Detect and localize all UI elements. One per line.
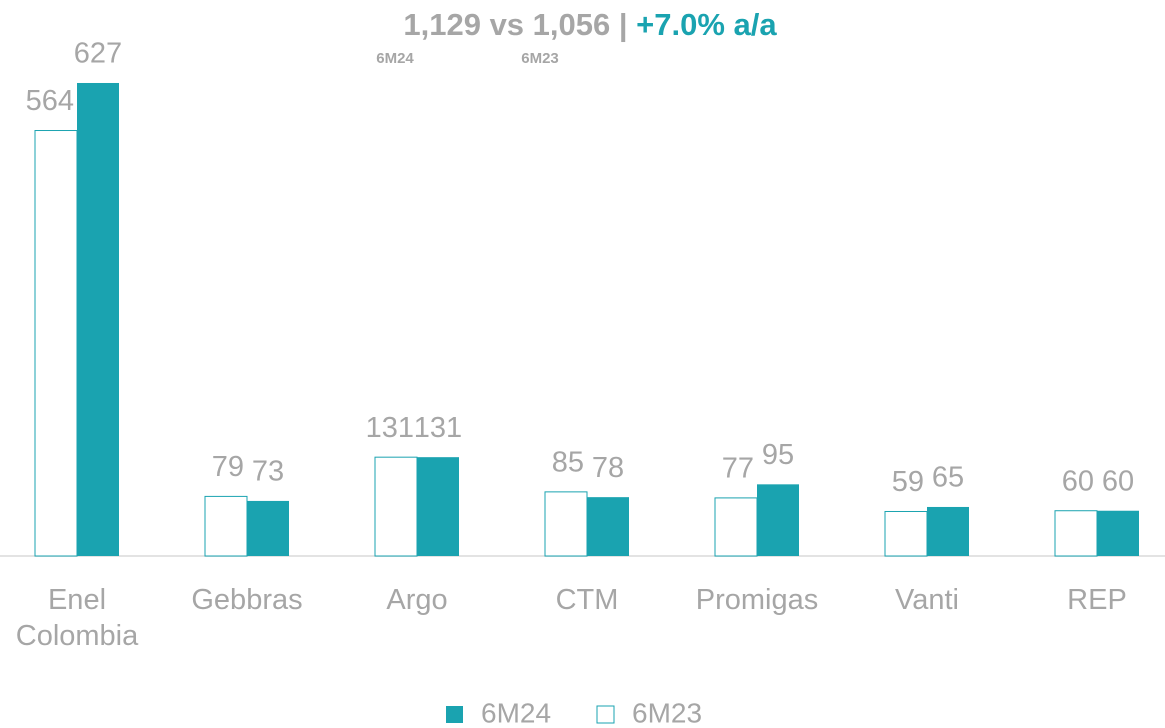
bar	[884, 510, 928, 557]
bar	[77, 82, 119, 556]
data-label: 65	[932, 462, 964, 494]
bar	[417, 457, 459, 556]
data-label: 95	[762, 439, 794, 471]
bar	[1097, 510, 1139, 556]
title-main: 1,129 vs 1,056 |	[403, 7, 627, 42]
data-label: 627	[74, 38, 122, 70]
legend-swatch	[596, 705, 615, 724]
title-sublabel: 6M23	[521, 50, 559, 67]
data-label: 85	[552, 447, 584, 479]
title-highlight: +7.0% a/a	[636, 7, 777, 42]
x-tick-label: REP	[1067, 584, 1127, 616]
x-tick-label: Argo	[386, 584, 448, 616]
bar	[757, 484, 799, 556]
bar	[247, 500, 289, 556]
bar	[544, 491, 588, 557]
bar	[1054, 510, 1098, 557]
x-tick-label: CTM	[555, 584, 619, 616]
bar	[374, 456, 418, 557]
legend-label: 6M24	[481, 697, 551, 728]
x-tick-label: Gebbras	[191, 584, 303, 616]
data-label: 79	[212, 451, 244, 483]
bar	[34, 130, 78, 557]
bar	[587, 497, 629, 556]
x-tick-label: Vanti	[895, 584, 959, 616]
data-label: 73	[252, 456, 284, 488]
x-tick-label: Promigas	[695, 584, 819, 616]
data-label: 77	[722, 453, 754, 485]
bar	[714, 497, 758, 557]
x-tick-label: Enel Colombia	[15, 584, 139, 652]
data-label: 60	[1102, 465, 1134, 497]
data-label: 59	[892, 466, 924, 498]
chart-title: 1,129 vs 1,056 | +7.0% a/a	[403, 7, 777, 42]
data-label: 564	[26, 85, 74, 117]
bar	[204, 495, 248, 557]
data-label: 131	[366, 412, 414, 444]
data-label: 131	[414, 412, 462, 444]
legend-label: 6M23	[632, 697, 702, 728]
data-label: 78	[592, 452, 624, 484]
bar	[927, 506, 969, 556]
legend-swatch	[446, 706, 463, 723]
title-sublabel: 6M24	[376, 50, 414, 67]
data-label: 60	[1062, 465, 1094, 497]
